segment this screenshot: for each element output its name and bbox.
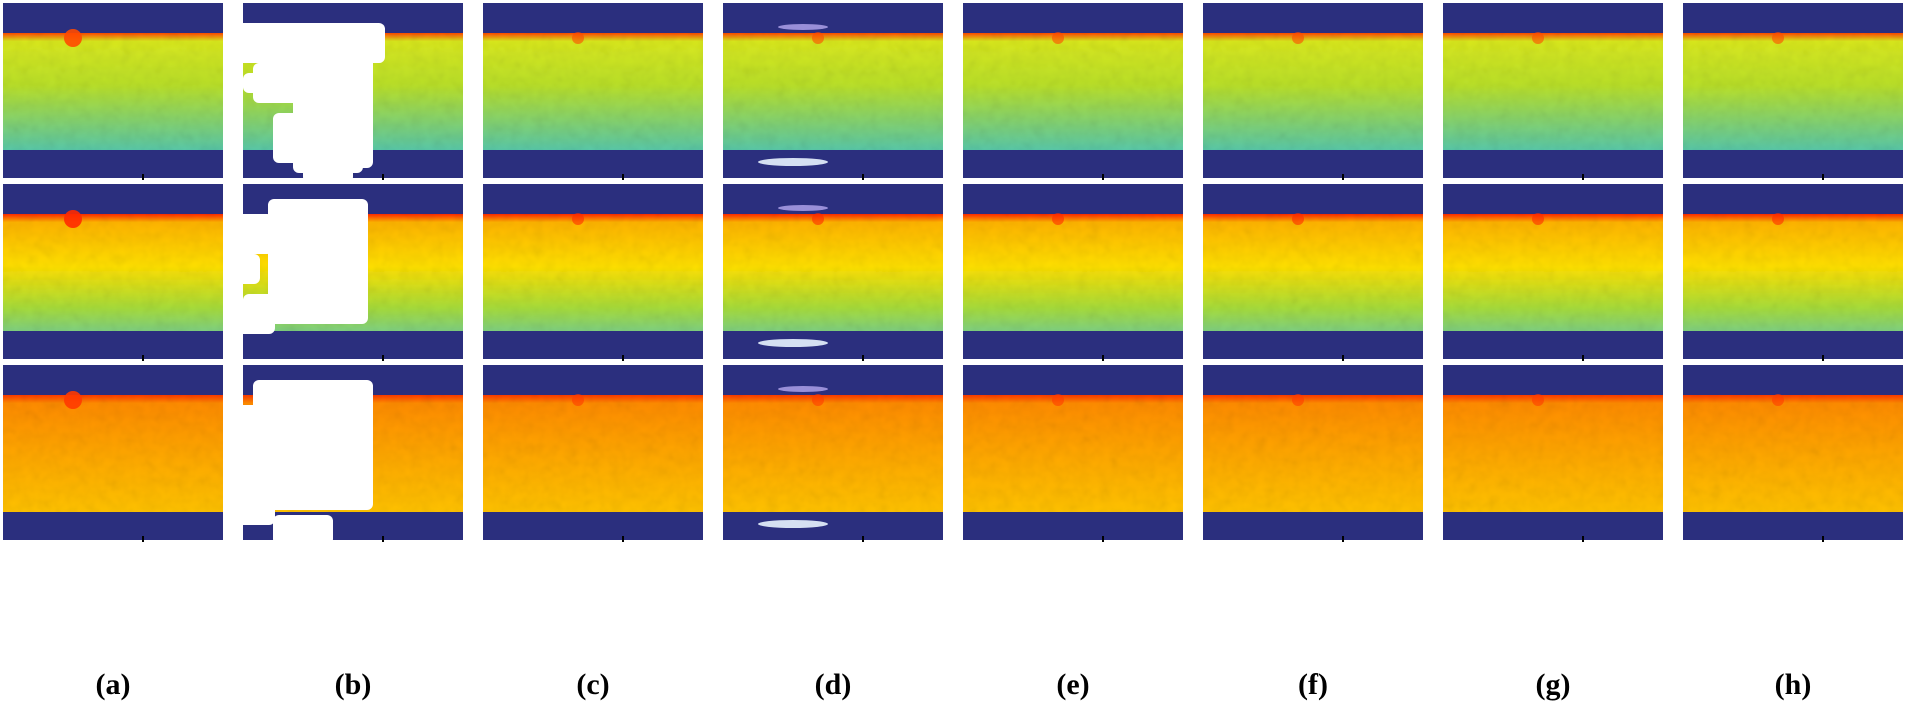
panel-row1-col-h [1683,3,1903,180]
panel-row3-col-h [1683,365,1903,542]
panel-row1-col-e [963,3,1183,180]
panel-label-e: (e) [1056,668,1090,701]
panel-label-a: (a) [95,668,131,701]
panel-row1-col-a [3,3,223,180]
panel-row1-col-b [225,3,463,183]
panel-row2-col-c [483,184,703,361]
panel-label-f: (f) [1298,668,1328,701]
panel-row2-col-g [1443,184,1663,361]
panel-row2-col-e [963,184,1183,361]
panel-row1-col-d [723,3,943,180]
panel-label-c: (c) [576,668,610,701]
panel-row3-col-g [1443,365,1663,542]
panel-label-d: (d) [814,668,852,701]
panel-row3-col-e [963,365,1183,542]
panel-label-g: (g) [1535,668,1571,701]
panel-label-b: (b) [334,668,372,701]
panel-row3-col-a [3,365,223,542]
panel-label-h: (h) [1774,668,1812,701]
panel-row2-col-a [3,184,223,361]
panel-row3-col-c [483,365,703,542]
panel-row3-col-b [235,365,463,545]
panel-row2-col-d [723,184,943,361]
panel-row1-col-f [1203,3,1423,180]
panel-row3-col-f [1203,365,1423,542]
panel-row2-col-f [1203,184,1423,361]
panel-row2-col-h [1683,184,1903,361]
panel-row1-col-g [1443,3,1663,180]
panel-row3-col-d [723,365,943,542]
panel-row1-col-c [483,3,703,180]
panel-row2-col-b [225,184,463,361]
